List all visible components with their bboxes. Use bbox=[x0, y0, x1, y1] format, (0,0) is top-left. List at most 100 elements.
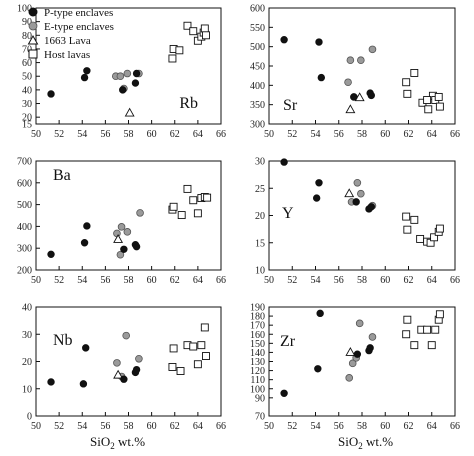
p-type-point bbox=[314, 365, 322, 373]
panel-y: 50 52 54 56 58 60 62 64 66 10 15 20 25 30 Y bbox=[255, 157, 460, 287]
x-tick-label: 66 bbox=[216, 421, 226, 432]
host-lava-point bbox=[169, 344, 178, 353]
legend-host-lavas-label: Host lavas bbox=[44, 49, 90, 61]
x-tick-label: 62 bbox=[404, 421, 414, 432]
y-tick-label: 500 bbox=[17, 200, 32, 211]
x-tick-label: 60 bbox=[380, 275, 390, 286]
x-axis-label-right-sub: 2 bbox=[358, 441, 363, 451]
y-tick-label: 550 bbox=[250, 23, 265, 34]
panel-ba-element-label: Ba bbox=[53, 167, 71, 184]
x-tick-label: 52 bbox=[287, 275, 297, 286]
p-type-point bbox=[132, 69, 141, 78]
x-tick-label: 60 bbox=[380, 421, 390, 432]
panel-y-element-label: Y bbox=[282, 205, 294, 222]
lava-1663-point bbox=[344, 188, 355, 198]
e-type-point bbox=[113, 359, 121, 367]
lava-1663-point bbox=[354, 92, 365, 102]
p-type-point bbox=[120, 245, 128, 253]
p-type-point bbox=[316, 309, 324, 318]
panel-nb-element-label: Nb bbox=[53, 332, 73, 349]
panels-layer: 50 52 54 56 58 60 62 64 66152030405060708090100R… bbox=[17, 4, 460, 433]
y-tick-label: 40 bbox=[22, 303, 32, 314]
x-tick-label: 56 bbox=[100, 421, 110, 432]
e-type-point bbox=[123, 228, 132, 236]
legend-host-lavas-marker bbox=[28, 49, 38, 59]
y-tick-label: 60 bbox=[22, 58, 32, 69]
x-tick-label: 50 bbox=[264, 421, 274, 432]
legend-1663-lava-marker bbox=[27, 34, 39, 45]
host-lava-point bbox=[183, 184, 192, 193]
x-tick-label: 66 bbox=[216, 275, 226, 286]
host-lava-point bbox=[427, 341, 436, 350]
x-tick-label: 66 bbox=[216, 129, 226, 140]
host-lava-point bbox=[430, 233, 439, 242]
p-type-point bbox=[80, 239, 89, 247]
x-axis-label-right-tail: wt.% bbox=[363, 434, 394, 449]
panel-ba: 50 52 54 56 58 60 62 64 66 200 300 400 500 600 700 Ba bbox=[17, 157, 226, 287]
host-lava-point bbox=[189, 196, 198, 205]
legend-1663-lava-label: 1663 Lava bbox=[44, 35, 91, 47]
host-lava-point bbox=[193, 360, 202, 369]
y-tick-label: 500 bbox=[250, 42, 265, 53]
host-lava-point bbox=[189, 342, 198, 351]
y-tick-label: 120 bbox=[250, 366, 265, 377]
x-tick-label: 64 bbox=[193, 275, 203, 286]
host-lava-point bbox=[435, 102, 444, 111]
x-axis-label-left: SiO2 wt.% bbox=[90, 434, 145, 451]
legend-item-e-type: E-type enclaves bbox=[28, 21, 114, 33]
legend-p-type-label: P-type enclaves bbox=[44, 7, 113, 19]
p-type-point bbox=[132, 242, 141, 251]
x-tick-label: 58 bbox=[357, 129, 367, 140]
y-tick-label: 170 bbox=[250, 321, 265, 332]
host-lava-point bbox=[402, 330, 411, 339]
p-type-point bbox=[352, 198, 360, 206]
x-tick-label: 50 bbox=[264, 129, 274, 140]
y-tick-label: 10 bbox=[22, 384, 32, 395]
y-tick-label: 350 bbox=[250, 100, 265, 111]
host-lava-point bbox=[177, 211, 186, 220]
y-tick-label: 80 bbox=[22, 31, 32, 42]
y-tick-label: 600 bbox=[17, 178, 32, 189]
x-tick-label: 50 bbox=[31, 421, 41, 432]
lava-1663-point bbox=[113, 369, 124, 379]
p-type-point bbox=[119, 86, 127, 94]
x-tick-label: 56 bbox=[100, 275, 110, 286]
x-tick-label: 58 bbox=[357, 275, 367, 286]
y-tick-label: 25 bbox=[255, 184, 265, 195]
y-tick-label: 160 bbox=[250, 330, 265, 341]
x-tick-label: 56 bbox=[100, 129, 110, 140]
x-tick-label: 54 bbox=[77, 129, 87, 140]
host-lava-point bbox=[168, 363, 177, 371]
y-tick-label: 90 bbox=[255, 393, 265, 404]
y-tick-label: 130 bbox=[250, 357, 265, 368]
p-type-point bbox=[350, 93, 358, 101]
x-tick-label: 50 bbox=[264, 275, 274, 286]
y-tick-label: 700 bbox=[17, 157, 32, 168]
panel-zr-element-label: Zr bbox=[280, 333, 296, 350]
y-tick-label: 0 bbox=[27, 412, 32, 423]
host-lava-point bbox=[435, 310, 444, 319]
host-lava-point bbox=[175, 46, 184, 55]
y-tick-label: 110 bbox=[250, 375, 265, 386]
panel-zr: 50 52 54 56 58 60 62 64 66 70 90100110120130140150… bbox=[250, 303, 460, 433]
legend-item-1663-lava: 1663 Lava bbox=[27, 34, 91, 47]
e-type-point bbox=[135, 354, 143, 363]
x-tick-label: 56 bbox=[334, 421, 344, 432]
x-tick-label: 54 bbox=[77, 275, 87, 286]
e-type-point bbox=[123, 69, 132, 78]
panel-sr: 50 52 54 56 58 60 62 64 66 300 350 400 450 500 550 600 S… bbox=[250, 4, 460, 141]
host-lava-point bbox=[431, 325, 440, 334]
y-tick-label: 40 bbox=[22, 85, 32, 96]
legend-e-type-label: E-type enclaves bbox=[44, 21, 114, 33]
p-type-point bbox=[47, 250, 55, 259]
x-axis-label-left-main: SiO bbox=[90, 434, 110, 449]
host-lava-point bbox=[203, 193, 212, 202]
x-tick-label: 52 bbox=[54, 129, 64, 140]
host-lava-point bbox=[176, 367, 185, 375]
y-tick-label: 100 bbox=[17, 4, 32, 15]
host-lava-point bbox=[410, 215, 419, 224]
host-lava-point bbox=[423, 325, 432, 334]
p-type-point bbox=[79, 380, 88, 388]
e-type-point bbox=[357, 56, 365, 64]
x-tick-label: 54 bbox=[311, 129, 321, 140]
